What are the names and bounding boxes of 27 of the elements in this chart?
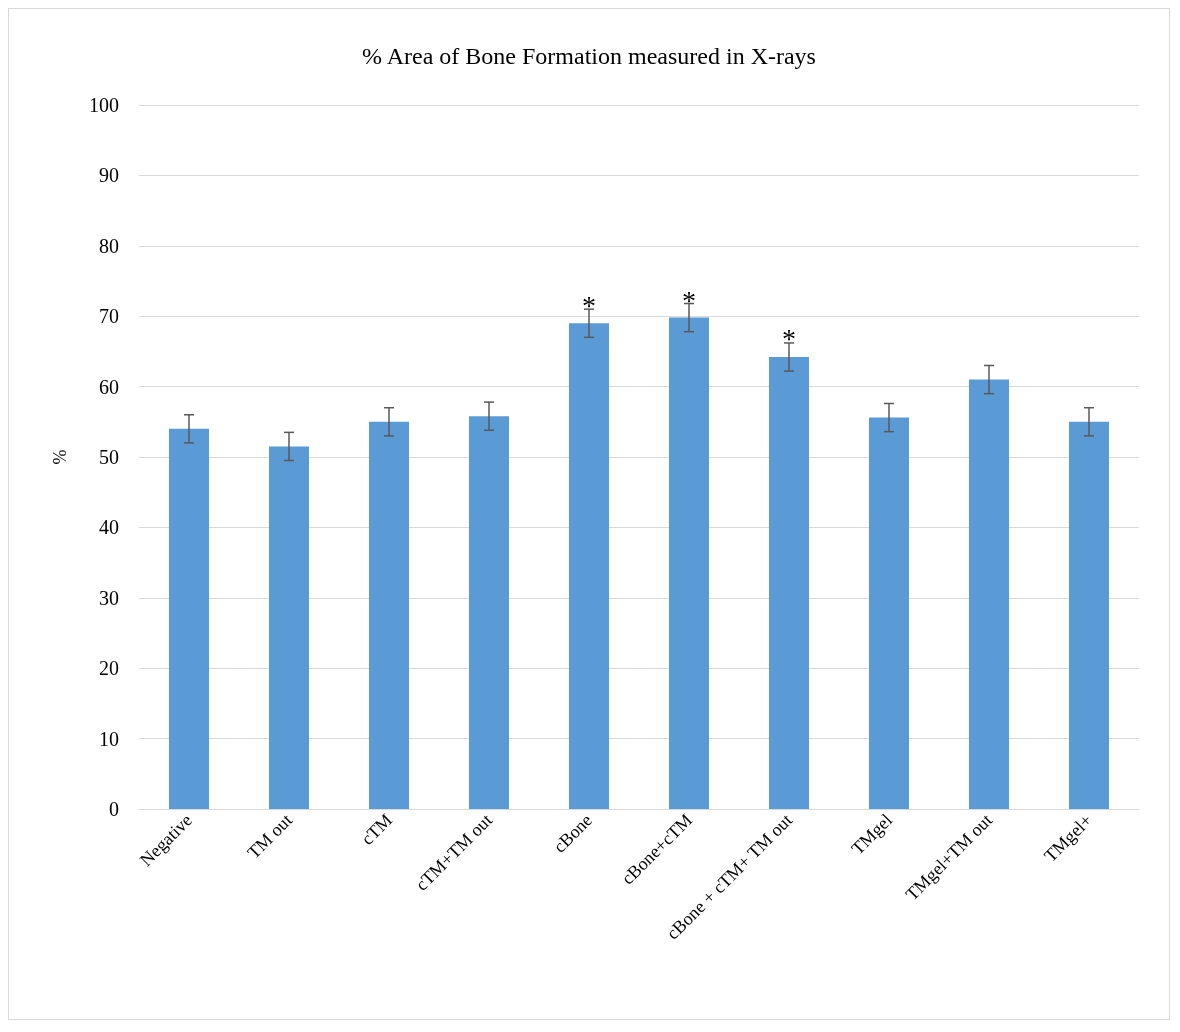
bar [969,379,1009,809]
y-tick-label: 50 [99,446,119,468]
bar [469,416,509,809]
y-tick-label: 70 [99,305,119,328]
annotation: * [582,290,596,322]
y-tick-label: 10 [99,727,119,750]
y-tick-label: 40 [99,516,119,539]
y-tick-label: 0 [109,798,119,820]
y-tick-label: 60 [99,375,119,398]
bar [869,417,909,809]
bar [569,323,609,809]
chart-title: % Area of Bone Formation measured in X-rays [362,43,816,69]
x-tick-label: TM out [243,809,297,863]
annotation: * [782,323,796,355]
bar [769,357,809,809]
bar [1069,421,1109,809]
y-tick-label: 20 [99,657,119,680]
y-tick-label: 30 [99,586,119,609]
y-axis-title: % [50,449,70,465]
bar [669,317,709,809]
y-tick-label: 90 [99,164,119,187]
bar [269,446,309,809]
annotation: * [682,284,696,316]
bar [169,428,209,809]
y-tick-label: 80 [99,234,119,257]
bar [369,421,409,809]
y-tick-label: 100 [89,94,119,116]
